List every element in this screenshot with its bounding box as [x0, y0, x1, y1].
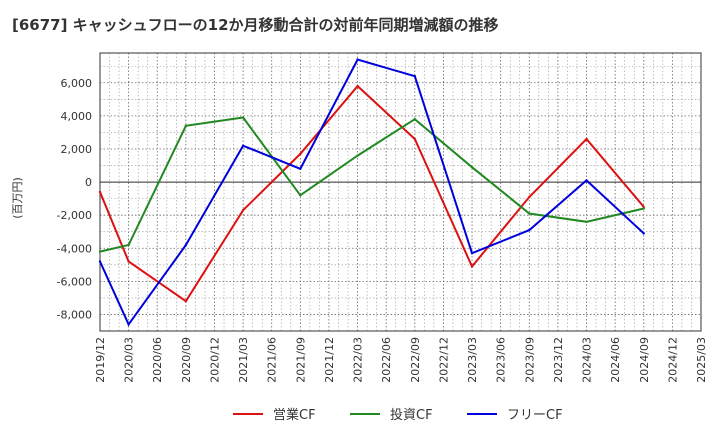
data-point	[184, 124, 188, 128]
x-tick-label: 2024/12	[666, 337, 679, 383]
data-point	[241, 116, 245, 119]
x-tick-label: 2020/03	[123, 337, 136, 383]
data-point	[642, 207, 645, 210]
x-tick-label: 2025/03	[695, 337, 708, 383]
y-tick-label: -4,000	[57, 242, 92, 255]
x-tick-label: 2023/09	[523, 337, 536, 383]
data-point	[127, 323, 130, 326]
y-tick-label: -2,000	[57, 209, 92, 222]
x-tick-label: 2023/06	[495, 337, 508, 383]
x-tick-label: 2023/12	[552, 337, 565, 383]
x-tick-label: 2020/09	[180, 337, 193, 383]
x-tick-label: 2020/12	[208, 337, 221, 383]
data-point	[241, 209, 245, 212]
data-point	[528, 195, 531, 199]
y-tick-label: -6,000	[57, 275, 92, 288]
x-tick-label: 2022/03	[352, 337, 365, 383]
y-tick-label: 0	[85, 176, 92, 189]
data-point	[642, 232, 645, 235]
data-point	[585, 220, 588, 223]
x-tick-label: 2022/09	[409, 337, 422, 383]
data-point	[299, 194, 302, 197]
data-point	[299, 167, 302, 171]
legend-label-2: 投資CF	[390, 407, 433, 423]
x-tick-label: 2021/06	[266, 337, 279, 383]
data-point	[413, 117, 417, 121]
y-tick-label: 6,000	[61, 77, 93, 90]
y-tick-label: 4,000	[61, 110, 93, 123]
chart-title: [6677] キャッシュフローの12か月移動合計の対前年同期増減額の推移	[12, 16, 499, 34]
data-point	[413, 74, 417, 78]
x-tick-label: 2022/12	[437, 337, 450, 383]
data-point	[585, 137, 588, 141]
x-tick-label: 2021/12	[323, 337, 336, 383]
x-tick-label: 2022/06	[380, 337, 393, 383]
data-point	[528, 212, 531, 215]
x-tick-label: 2020/06	[151, 337, 164, 383]
data-point	[356, 58, 359, 61]
data-point	[642, 205, 645, 209]
data-point	[299, 152, 302, 156]
data-point	[184, 300, 188, 303]
x-tick-label: 2021/03	[237, 337, 250, 383]
data-point	[127, 243, 130, 247]
x-tick-label: 2023/03	[466, 337, 479, 383]
data-point	[413, 137, 417, 141]
data-point	[528, 228, 531, 232]
y-tick-label: -8,000	[57, 308, 92, 321]
x-tick-label: 2024/06	[609, 337, 622, 383]
data-point	[470, 252, 474, 255]
data-point	[184, 243, 188, 247]
data-point	[585, 179, 588, 182]
x-tick-label: 2024/03	[581, 337, 594, 383]
data-point	[98, 190, 102, 194]
plot-area	[100, 53, 701, 331]
data-point	[470, 165, 474, 169]
x-tick-label: 2019/12	[94, 337, 107, 383]
data-point	[470, 265, 474, 268]
data-point	[98, 260, 102, 263]
data-point	[241, 144, 245, 147]
data-point	[127, 260, 130, 263]
x-tick-label: 2024/09	[638, 337, 651, 383]
data-point	[98, 250, 102, 253]
legend-label-3: フリーCF	[507, 408, 563, 423]
x-tick-label: 2021/09	[294, 337, 307, 383]
data-point	[356, 154, 359, 157]
y-tick-label: 2,000	[61, 143, 93, 156]
legend-label-1: 営業CF	[273, 407, 316, 423]
data-point	[356, 84, 359, 88]
